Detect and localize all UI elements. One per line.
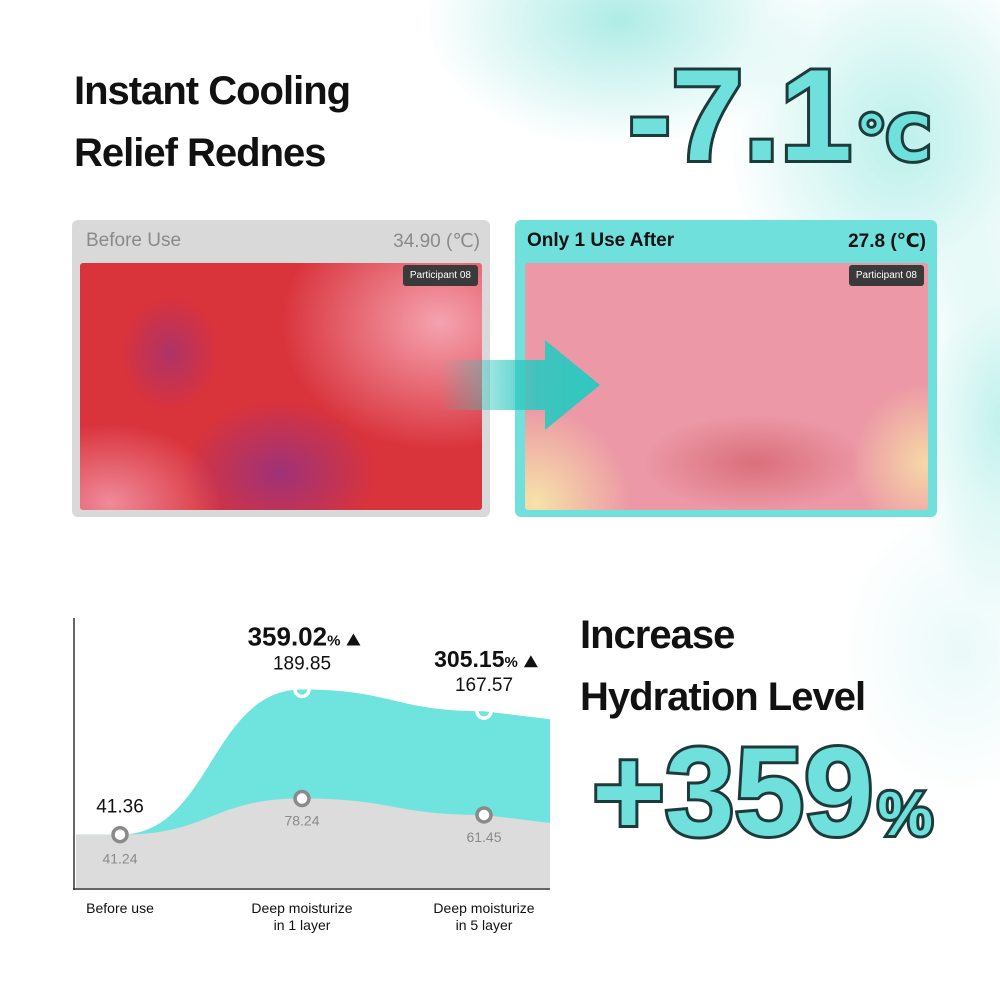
hydration-stat: +359% xyxy=(592,723,933,862)
value-label: 78.24 xyxy=(284,813,319,829)
stat-unit: % xyxy=(878,780,933,849)
participant-tag: Participant 08 xyxy=(848,265,924,286)
increase-unit: % xyxy=(327,632,340,649)
title-line: Relief Rednes xyxy=(74,131,327,175)
value-label: 41.24 xyxy=(102,851,137,867)
x-tick-label: Deep moisturize in 1 layer xyxy=(251,900,353,933)
after-label: Only 1 Use After xyxy=(527,230,675,251)
up-triangle xyxy=(346,633,361,646)
up-triangle xyxy=(523,655,538,668)
hydration-title: Increase Hydration Level xyxy=(580,604,866,728)
after-temperature: 27.8 (℃) xyxy=(848,231,926,252)
before-temperature: 34.90 (℃) xyxy=(393,231,480,252)
before-thermal-image: Participant 08 xyxy=(80,263,482,510)
point xyxy=(293,789,311,808)
increase-label: 305.15% xyxy=(434,646,518,672)
point xyxy=(475,702,493,720)
x-tick-label: Before use xyxy=(86,900,154,916)
increase-label: 359.02% xyxy=(248,621,341,651)
point xyxy=(475,806,493,824)
point xyxy=(293,680,311,699)
arrow-shape xyxy=(440,340,600,430)
x-tick-label: Deep moisturize in 5 layer xyxy=(433,900,535,933)
title-line: Increase xyxy=(580,613,735,657)
increase-unit: % xyxy=(505,654,518,671)
value-label: 41.36 xyxy=(96,797,144,818)
stat-number: +359 xyxy=(592,723,874,862)
stat-unit: ℃ xyxy=(856,102,931,175)
before-label: Before Use xyxy=(86,230,182,251)
increase-number: 359.02 xyxy=(248,621,328,651)
hydration-chart: 41.36189.85167.5741.2478.2461.45359.02%3… xyxy=(73,618,550,890)
title-line: Instant Cooling xyxy=(74,69,351,113)
point xyxy=(111,825,129,844)
cooling-title: Instant Cooling Relief Rednes xyxy=(74,60,351,184)
value-label: 189.85 xyxy=(273,653,331,674)
arrow xyxy=(440,340,600,430)
area xyxy=(76,798,550,888)
title-line: Hydration Level xyxy=(580,675,866,719)
value-label: 61.45 xyxy=(466,829,501,845)
stat-number: -7.1 xyxy=(628,42,852,188)
cooling-stat: -7.1℃ xyxy=(628,42,931,188)
participant-tag: Participant 08 xyxy=(402,265,478,286)
value-label: 167.57 xyxy=(455,675,513,696)
increase-number: 305.15 xyxy=(434,646,505,672)
